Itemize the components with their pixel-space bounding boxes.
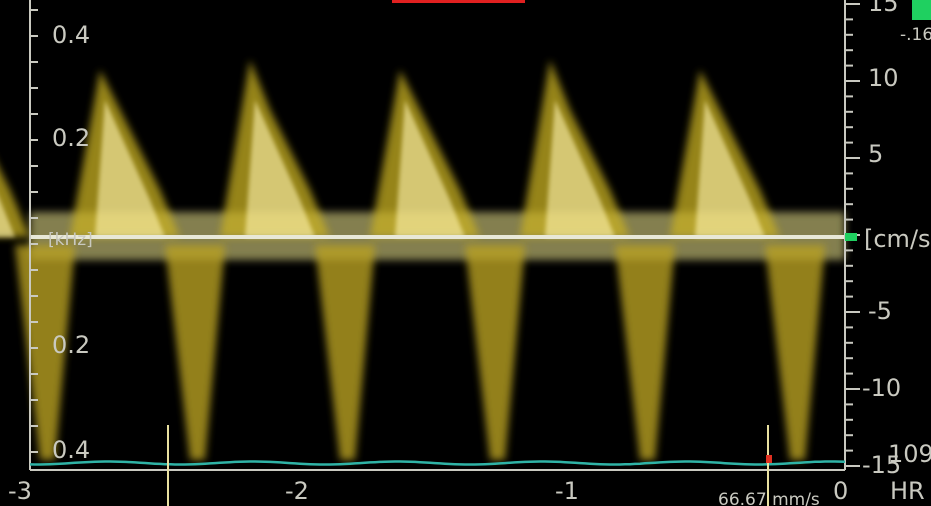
time-label: -1 (555, 477, 579, 505)
left-label: 0.4 (52, 436, 90, 464)
top-bar (392, 0, 525, 3)
forward-flow-core (395, 100, 465, 237)
sweep-speed: 66.67 mm/s (718, 490, 820, 506)
right-label: -15 (862, 451, 901, 479)
heart-rate-label: HR (890, 477, 925, 505)
right-label: 5 (868, 140, 883, 168)
status-indicator (912, 0, 931, 20)
time-label: -2 (285, 477, 309, 505)
time-label: -3 (8, 477, 32, 505)
right-label: -5 (868, 297, 892, 325)
reverse-flow (315, 245, 375, 460)
r-marker (766, 455, 772, 463)
doppler-spectrum (0, 60, 845, 460)
forward-flow-core (545, 100, 615, 237)
forward-flow-core (0, 200, 15, 237)
right-label: -10 (862, 374, 901, 402)
forward-flow-core (695, 100, 765, 237)
time-label: 0 (833, 477, 848, 505)
reverse-flow (765, 245, 825, 460)
right-label: 10 (868, 64, 899, 92)
ecg-trace (29, 460, 846, 466)
left-label: 0.2 (52, 331, 90, 359)
baseline-marker (845, 233, 857, 241)
reverse-flow (165, 245, 225, 460)
corner-value: -.16 (900, 25, 931, 45)
forward-flow-core (95, 100, 165, 237)
reverse-flow (615, 245, 675, 460)
right-unit: [cm/s] (864, 225, 931, 253)
left-label: 0.2 (52, 124, 90, 152)
right-label: 15 (868, 0, 899, 17)
heart-rate-value: 109 (888, 440, 931, 468)
left-unit: [kHz] (48, 230, 93, 250)
reverse-flow (465, 245, 525, 460)
left-label: 0.4 (52, 21, 90, 49)
forward-flow-core (245, 100, 315, 237)
